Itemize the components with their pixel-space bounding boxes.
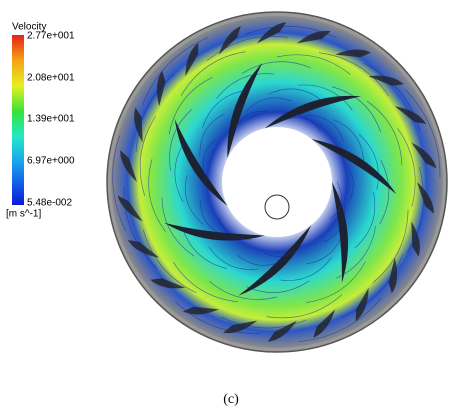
shaft <box>265 195 289 219</box>
legend-label: 2.08e+001 <box>27 73 75 84</box>
legend-label: 1.39e+001 <box>27 114 75 125</box>
legend-label: 5.48e-002 <box>27 198 72 209</box>
figure: Velocity 2.77e+001 2.08e+001 1.39e+001 6… <box>0 0 462 414</box>
legend-label: 6.97e+000 <box>27 156 75 167</box>
page: Velocity 2.77e+001 2.08e+001 1.39e+001 6… <box>0 0 462 414</box>
hub <box>222 127 332 237</box>
caption: (c) <box>223 392 239 407</box>
legend-label: 2.77e+001 <box>27 31 75 42</box>
color-bar <box>12 35 24 205</box>
legend-unit: [m s^-1] <box>6 209 41 220</box>
